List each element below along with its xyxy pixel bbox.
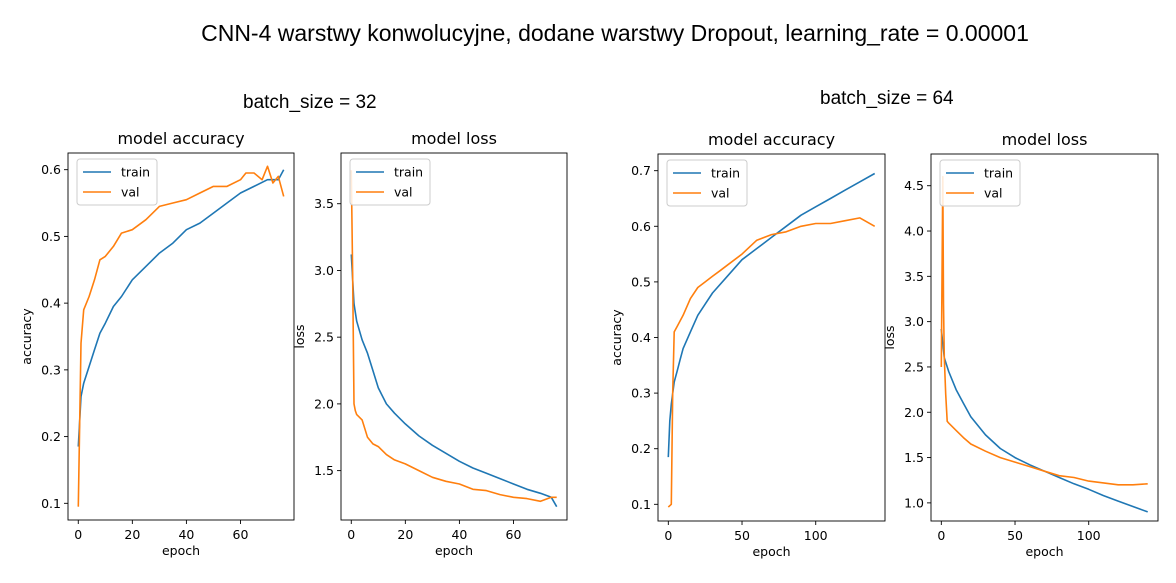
- x-tick-label: 0: [347, 527, 355, 542]
- series-line-train: [667, 172, 876, 458]
- legend-label-train: train: [984, 166, 1013, 181]
- y-tick-label: 0.2: [41, 429, 61, 444]
- legend-box: [939, 159, 1021, 207]
- legend-label-val: val: [121, 185, 140, 200]
- y-tick-label: 0.5: [41, 229, 61, 244]
- legend: train val: [349, 158, 431, 206]
- y-axis-label: accuracy: [19, 308, 34, 365]
- x-axis-label: epoch: [1025, 544, 1063, 559]
- x-axis-label: epoch: [435, 543, 473, 558]
- y-tick-label: 0.6: [41, 162, 61, 177]
- group-label-batch-32: batch_size = 32: [243, 92, 377, 113]
- legend-box: [349, 158, 431, 206]
- legend-label-train: train: [121, 165, 150, 180]
- x-tick-label: 0: [74, 527, 82, 542]
- legend-label-val: val: [984, 186, 1003, 201]
- x-tick-label: 60: [233, 527, 249, 542]
- y-axis-label: loss: [292, 324, 307, 348]
- legend: train val: [666, 159, 748, 207]
- y-axis-label: accuracy: [609, 309, 624, 366]
- y-tick-label: 0.2: [631, 441, 651, 456]
- x-tick-label: 40: [178, 527, 194, 542]
- chart-title: model loss: [411, 129, 497, 148]
- chart-2: model loss 0 20 40 60 1.5 2.0 2.5 3.0 3.5 epoch los…: [292, 129, 568, 558]
- y-tick-label: 4.5: [904, 178, 924, 193]
- plot-frame: [657, 153, 886, 522]
- x-tick-label: 0: [937, 528, 945, 543]
- x-tick-label: 0: [664, 528, 672, 543]
- x-tick-label: 100: [804, 528, 828, 543]
- series-line-train: [77, 169, 285, 447]
- x-tick-label: 100: [1077, 528, 1101, 543]
- x-tick-label: 40: [451, 527, 467, 542]
- y-tick-label: 0.5: [631, 274, 651, 289]
- y-tick-label: 0.7: [631, 163, 651, 178]
- page-title: CNN-4 warstwy konwolucyjne, dodane warst…: [201, 20, 1029, 46]
- chart-3: model accuracy 0 50 100 0.1 0.2 0.3 0.4 0.5 0.6 0.…: [609, 130, 886, 559]
- y-tick-label: 1.5: [904, 450, 924, 465]
- chart-1: model accuracy 0 20 40 60 0.1 0.2 0.3 0.4 0.5 0.6 e…: [19, 129, 295, 558]
- y-axis-label: loss: [882, 325, 897, 349]
- legend: train val: [76, 158, 158, 206]
- x-tick-label: 20: [124, 527, 140, 542]
- y-tick-label: 0.4: [41, 296, 61, 311]
- y-tick-label: 0.3: [41, 362, 61, 377]
- legend-label-train: train: [394, 165, 423, 180]
- plot-frame: [340, 152, 568, 521]
- x-tick-label: 60: [506, 527, 522, 542]
- y-tick-label: 0.3: [631, 386, 651, 401]
- legend-label-train: train: [711, 166, 740, 181]
- group-label-batch-64: batch_size = 64: [820, 88, 954, 109]
- y-tick-label: 2.5: [904, 359, 924, 374]
- legend-label-val: val: [394, 185, 413, 200]
- x-tick-label: 20: [397, 527, 413, 542]
- y-tick-label: 3.0: [314, 263, 334, 278]
- plot-frame: [930, 153, 1159, 522]
- y-tick-label: 0.1: [41, 496, 61, 511]
- x-tick-label: 50: [1007, 528, 1023, 543]
- series-line-val: [77, 165, 285, 507]
- y-tick-label: 3.5: [314, 196, 334, 211]
- series-line-val: [940, 175, 1148, 486]
- y-tick-label: 2.0: [314, 396, 334, 411]
- y-tick-label: 3.0: [904, 314, 924, 329]
- x-axis-label: epoch: [752, 544, 790, 559]
- series-line-val: [667, 217, 876, 508]
- chart-title: model accuracy: [708, 130, 835, 149]
- y-tick-label: 0.4: [631, 330, 651, 345]
- series-line-val: [350, 170, 557, 503]
- legend: train val: [939, 159, 1021, 207]
- y-tick-label: 1.0: [904, 495, 924, 510]
- chart-title: model accuracy: [117, 129, 244, 148]
- legend-label-val: val: [711, 186, 730, 201]
- legend-box: [76, 158, 158, 206]
- y-tick-label: 2.0: [904, 405, 924, 420]
- chart-4: model loss 0 50 100 1.0 1.5 2.0 2.5 3.0 3.5 4.0 4.5…: [882, 130, 1159, 559]
- x-tick-label: 50: [734, 528, 750, 543]
- chart-title: model loss: [1002, 130, 1088, 149]
- y-tick-label: 2.5: [314, 330, 334, 345]
- y-tick-label: 0.6: [631, 219, 651, 234]
- y-tick-label: 1.5: [314, 463, 334, 478]
- y-tick-label: 3.5: [904, 269, 924, 284]
- plot-frame: [67, 152, 295, 521]
- legend-box: [666, 159, 748, 207]
- series-line-train: [350, 254, 558, 508]
- x-axis-label: epoch: [162, 543, 200, 558]
- series-line-train: [940, 328, 1148, 513]
- y-tick-label: 4.0: [904, 224, 924, 239]
- y-tick-label: 0.1: [631, 497, 651, 512]
